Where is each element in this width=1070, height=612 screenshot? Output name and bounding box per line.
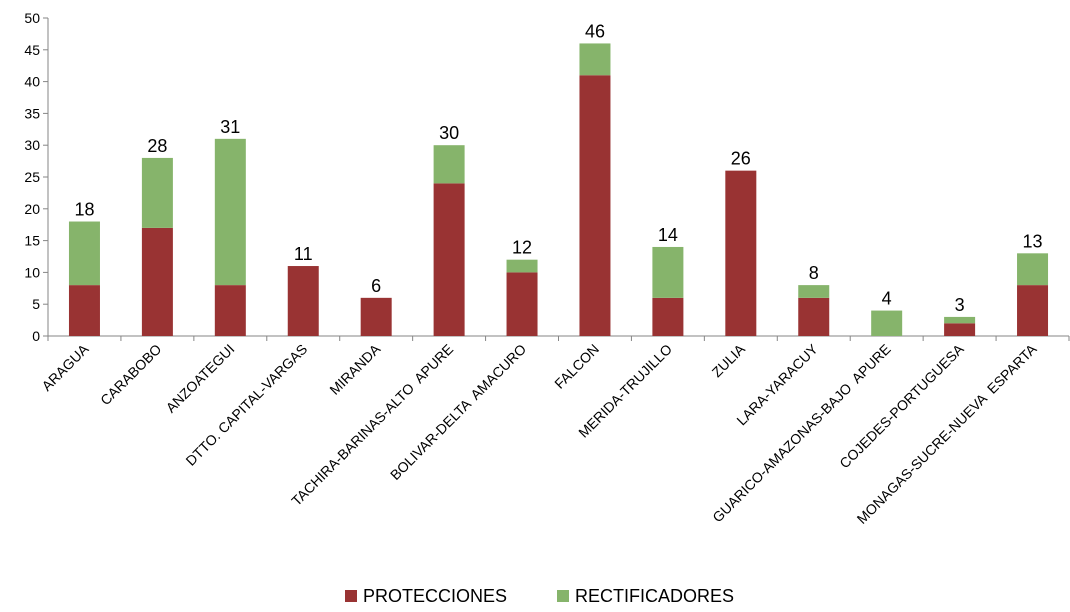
total-label: 30 xyxy=(439,123,459,143)
bar-rectificadores-10 xyxy=(798,285,830,298)
legend-swatch-rectificadores xyxy=(557,590,569,602)
bars xyxy=(68,43,1049,337)
y-tick-label: 40 xyxy=(24,74,40,90)
category-label: MIRANDA xyxy=(326,340,383,397)
total-label: 14 xyxy=(658,225,678,245)
total-labels: 18 28 31 11 6 30 12 46 14 26 8 4 3 13 xyxy=(74,21,1042,314)
bar-protecciones-2 xyxy=(214,285,246,336)
total-label: 6 xyxy=(371,276,381,296)
bar-rectificadores-7 xyxy=(579,43,611,76)
category-label: FALCON xyxy=(551,341,602,392)
bar-protecciones-6 xyxy=(506,272,538,336)
bar-rectificadores-1 xyxy=(141,157,173,228)
total-label: 3 xyxy=(955,295,965,315)
total-label: 31 xyxy=(220,117,240,137)
category-label: COJEDES-PORTUGUESA xyxy=(836,340,967,471)
bar-protecciones-3 xyxy=(287,266,319,336)
bar-rectificadores-8 xyxy=(652,246,684,298)
y-tick-label: 15 xyxy=(24,233,40,249)
category-label: ARAGUA xyxy=(38,340,92,394)
bar-protecciones-13 xyxy=(1017,285,1049,336)
category-label: CARABOBO xyxy=(97,341,165,409)
category-label: TACHIRA-BARINAS-ALTO APURE xyxy=(288,341,456,509)
category-label: DTTO. CAPITAL-VARGAS xyxy=(182,341,310,469)
y-tick-label: 50 xyxy=(24,10,40,26)
bar-protecciones-4 xyxy=(360,297,392,336)
total-label: 28 xyxy=(147,136,167,156)
y-tick-label: 35 xyxy=(24,105,40,121)
bar-rectificadores-12 xyxy=(944,316,976,324)
y-axis: 0 5 10 15 20 25 30 35 40 45 50 xyxy=(24,10,49,344)
bar-protecciones-8 xyxy=(652,297,684,336)
bar-protecciones-0 xyxy=(68,285,100,336)
bar-rectificadores-5 xyxy=(433,145,465,184)
x-axis xyxy=(47,335,1070,341)
bar-protecciones-9 xyxy=(725,170,757,336)
total-label: 12 xyxy=(512,238,532,258)
bar-protecciones-10 xyxy=(798,297,830,336)
legend-swatch-protecciones xyxy=(345,590,357,602)
bar-rectificadores-13 xyxy=(1017,253,1049,286)
total-label: 11 xyxy=(294,244,313,264)
bar-protecciones-5 xyxy=(433,183,465,336)
y-tick-label: 45 xyxy=(24,42,40,58)
category-label: ANZOATEGUI xyxy=(163,341,238,416)
category-label: ZULIA xyxy=(709,340,749,380)
y-tick-label: 5 xyxy=(32,296,40,312)
total-label: 18 xyxy=(74,200,94,220)
total-label: 8 xyxy=(809,263,819,283)
bar-rectificadores-6 xyxy=(506,259,538,273)
total-label: 46 xyxy=(585,21,605,41)
y-tick-label: 25 xyxy=(24,169,40,185)
legend-label-protecciones: PROTECCIONES xyxy=(363,586,507,606)
y-tick-label: 0 xyxy=(32,328,40,344)
category-label: BOLIVAR-DELTA AMACURO xyxy=(387,341,529,483)
bar-protecciones-1 xyxy=(141,227,173,336)
total-label: 13 xyxy=(1023,231,1043,251)
y-tick-label: 20 xyxy=(24,201,40,217)
legend-label-rectificadores: RECTIFICADORES xyxy=(575,586,734,606)
bar-rectificadores-0 xyxy=(68,221,100,286)
y-tick-label: 30 xyxy=(24,137,40,153)
bar-rectificadores-2 xyxy=(214,138,246,286)
total-label: 26 xyxy=(731,149,751,169)
legend: PROTECCIONES RECTIFICADORES xyxy=(345,586,734,606)
bar-rectificadores-11 xyxy=(871,310,903,336)
total-label: 4 xyxy=(882,289,892,309)
bar-protecciones-7 xyxy=(579,75,611,337)
bar-protecciones-12 xyxy=(944,323,976,336)
y-tick-label: 10 xyxy=(24,264,40,280)
